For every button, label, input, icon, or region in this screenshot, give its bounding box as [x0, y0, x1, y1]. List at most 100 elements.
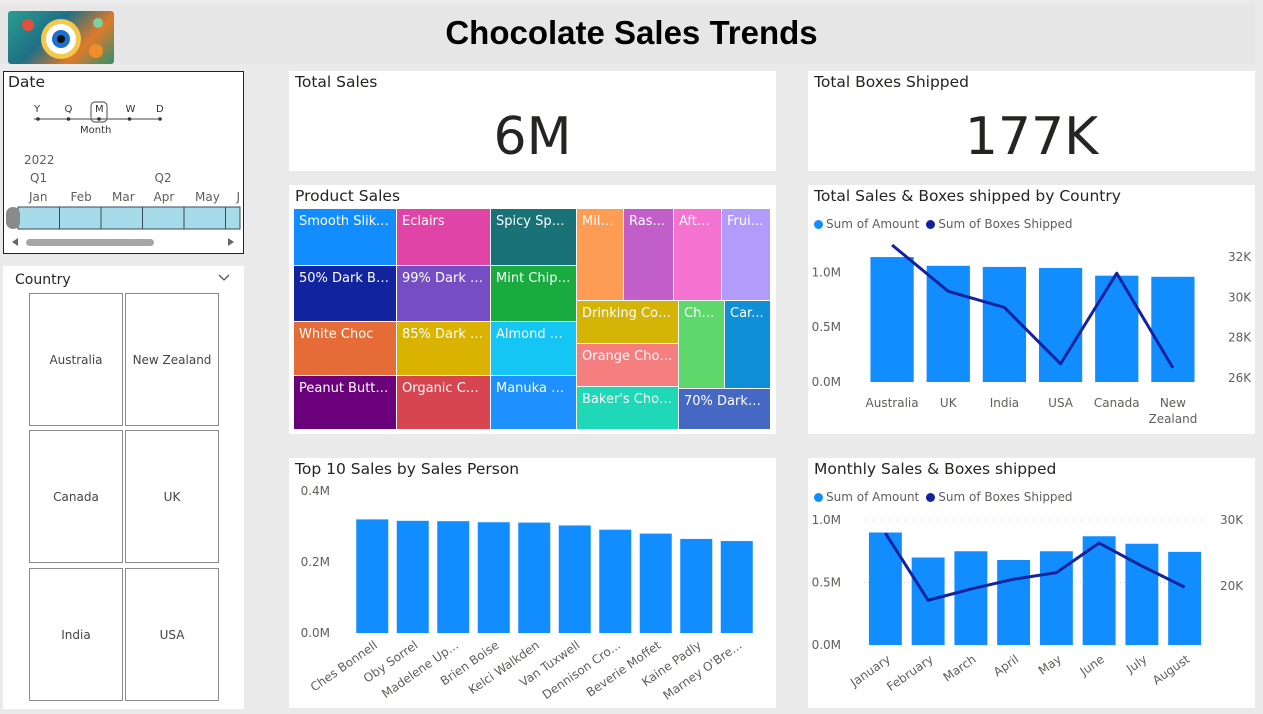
country-tile-new-zealand[interactable]: New Zealand [125, 293, 219, 426]
level-label-w[interactable]: W [125, 104, 136, 115]
timeline-handle[interactable] [6, 207, 20, 229]
bar-brien-boise[interactable] [477, 522, 510, 633]
level-label-y[interactable]: Y [34, 104, 41, 115]
treemap-cell-baker-s-choc[interactable]: Baker's Choc... [577, 387, 679, 430]
treemap-cell-cho[interactable]: Cho... [679, 301, 725, 389]
line-boxes-shipped[interactable] [891, 243, 1175, 369]
y-right-tick-label: 30K [1220, 513, 1244, 527]
scroll-left-icon[interactable] [12, 238, 18, 246]
x-tick-may: May [1036, 652, 1064, 678]
x-tick-usa: USA [1048, 396, 1074, 410]
treemap-cell-white-choc[interactable]: White Choc [294, 322, 397, 376]
level-marker-q[interactable] [66, 117, 71, 121]
treemap-cell-50-dark-bites[interactable]: 50% Dark Bites [294, 266, 397, 322]
sales-person-card: Top 10 Sales by Sales Person 0.0M 0.2M 0.4… [289, 458, 776, 708]
treemap-cell-almond-c[interactable]: Almond C... [491, 322, 577, 376]
level-marker-m[interactable] [97, 117, 101, 121]
chevron-down-icon[interactable] [217, 273, 231, 283]
bar-may[interactable] [1039, 551, 1073, 645]
scroll-right-icon[interactable] [228, 238, 234, 246]
y-right-tick-label: 30K [1228, 290, 1252, 304]
treemap-cell-mint-chip[interactable]: Mint Chip ... [491, 266, 577, 322]
bar-kaine-padly[interactable] [680, 538, 713, 633]
timeline-cell-feb[interactable] [59, 206, 102, 230]
bar-india[interactable] [982, 266, 1027, 382]
bar-canada[interactable] [1095, 275, 1139, 382]
treemap-cell-orange-choco[interactable]: Orange Choco [577, 344, 679, 387]
country-slicer-title: Country [15, 272, 71, 288]
treemap-cell-ras[interactable]: Ras... [624, 209, 674, 301]
level-marker-w[interactable] [127, 117, 132, 121]
y-right-tick-label: 32K [1228, 250, 1252, 264]
x-tick-australia: Australia [866, 396, 919, 410]
timeline-year: 2022 [24, 153, 55, 167]
level-marker-y[interactable] [36, 117, 40, 121]
bar-uk[interactable] [926, 265, 970, 382]
x-tick-february: February [884, 652, 936, 694]
treemap-cell-drinking-coco[interactable]: Drinking Coco [577, 301, 679, 344]
treemap-cell-70-dark-b[interactable]: 70% Dark B... [679, 389, 771, 430]
product-treemap[interactable]: Smooth Sliky ... Eclairs Spicy Spec... Milk… [294, 209, 771, 430]
bar-oby-sorrel[interactable] [396, 520, 429, 633]
x-tick-uk: UK [940, 396, 958, 410]
treemap-cell-organic-ch[interactable]: Organic Ch... [397, 376, 491, 430]
country-tile-australia[interactable]: Australia [29, 293, 123, 426]
bar-march[interactable] [954, 551, 988, 645]
treemap-cell-smooth-sliky[interactable]: Smooth Sliky ... [294, 209, 397, 266]
bar-dennison-cro[interactable] [599, 529, 632, 633]
timeline-cell-apr[interactable] [142, 206, 185, 230]
monthly-legend: Sum of Amount Sum of Boxes Shipped [814, 490, 1073, 504]
level-label-d[interactable]: D [156, 104, 164, 115]
logo [8, 11, 114, 64]
level-label-m[interactable]: M [95, 104, 104, 115]
line-boxes-shipped[interactable] [884, 532, 1186, 602]
date-level-selector[interactable] [4, 100, 245, 160]
selected-level-box[interactable] [90, 101, 108, 123]
treemap-cell-spicy-spec[interactable]: Spicy Spec... [491, 209, 577, 266]
treemap-cell-afte[interactable]: Afte... [674, 209, 722, 301]
country-combo-chart[interactable]: 0.0M 0.5M 1.0M 26K 28K 30K 32K Australia UK India… [808, 185, 1255, 434]
timeline-cell-mar[interactable] [100, 206, 143, 230]
bar-van-tuxwell[interactable] [558, 525, 591, 633]
treemap-cell-peanut-butter[interactable]: Peanut Butter... [294, 376, 397, 430]
treemap-cell-frui[interactable]: Frui... [722, 209, 771, 301]
timeline-cell-jan[interactable] [17, 206, 60, 230]
x-tick-august: August [1150, 652, 1193, 688]
level-marker-d[interactable] [158, 117, 162, 121]
monthly-chart-title: Monthly Sales & Boxes shipped [814, 460, 1057, 478]
timeline-cell-j[interactable] [225, 206, 241, 230]
bar-australia[interactable] [870, 257, 914, 382]
timeline-cell-may[interactable] [183, 206, 226, 230]
bar-new-zealand[interactable] [1151, 276, 1195, 382]
y-right-tick-label: 28K [1228, 331, 1252, 345]
treemap-cell-manuka-h[interactable]: Manuka H... [491, 376, 577, 430]
bar-june[interactable] [1082, 536, 1116, 645]
date-slicer[interactable]: Date Y Q M W D Month 2022 Q1 Q2 Jan Feb Mar Apr Ma… [3, 71, 244, 254]
bar-beverie-moffet[interactable] [639, 533, 672, 633]
timeline-track[interactable] [4, 205, 245, 235]
timeline-scrollbar[interactable] [4, 235, 245, 249]
bar-ches-bonnell[interactable] [356, 519, 389, 633]
bar-kelci-walkden[interactable] [518, 522, 551, 633]
bar-august[interactable] [1168, 551, 1202, 645]
level-label-q[interactable]: Q [64, 104, 73, 115]
country-tile-india[interactable]: India [29, 568, 123, 701]
scroll-thumb[interactable] [26, 239, 154, 246]
country-tile-usa[interactable]: USA [125, 568, 219, 701]
treemap-cell-eclairs[interactable]: Eclairs [397, 209, 491, 266]
bar-madelene-up[interactable] [437, 521, 470, 633]
treemap-cell-car[interactable]: Car... [725, 301, 771, 389]
country-tile-uk[interactable]: UK [125, 430, 219, 563]
treemap-cell-85-dark-b[interactable]: 85% Dark B... [397, 322, 491, 376]
treemap-cell-milk[interactable]: Milk... [577, 209, 624, 301]
y-tick-label: 0.4M [301, 484, 330, 498]
timeline-month-may: May [195, 190, 220, 204]
bar-april[interactable] [997, 560, 1031, 645]
country-tile-canada[interactable]: Canada [29, 430, 123, 563]
x-tick-april: April [991, 652, 1022, 679]
bar-marney-o-bre[interactable] [720, 541, 753, 633]
page-title: Chocolate Sales Trends [445, 14, 818, 51]
treemap-cell-99-dark[interactable]: 99% Dark &... [397, 266, 491, 322]
